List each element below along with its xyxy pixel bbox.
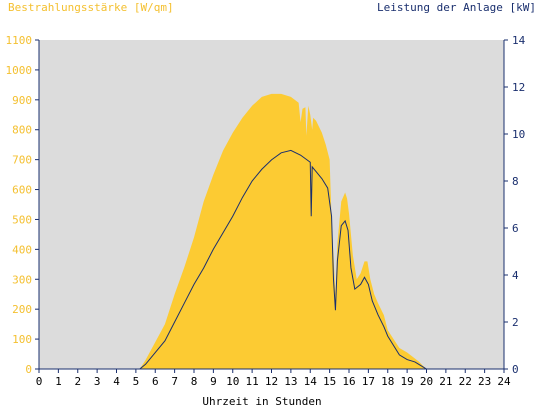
- x-tick-label: 16: [342, 375, 355, 388]
- x-tick-label: 2: [74, 375, 81, 388]
- y-left-tick-label: 300: [12, 273, 32, 286]
- y-left-tick-label: 800: [12, 124, 32, 137]
- x-tick-label: 4: [113, 375, 120, 388]
- y-right-tick-label: 4: [512, 269, 519, 282]
- y-left-tick-label: 900: [12, 94, 32, 107]
- x-tick-label: 7: [171, 375, 178, 388]
- y-left-tick-label: 700: [12, 154, 32, 167]
- x-tick-label: 12: [265, 375, 278, 388]
- x-tick-label: 0: [36, 375, 43, 388]
- x-tick-label: 6: [152, 375, 159, 388]
- x-tick-label: 13: [284, 375, 297, 388]
- x-tick-label: 21: [439, 375, 452, 388]
- y-right-tick-label: 0: [512, 363, 519, 376]
- series-layer: [39, 93, 504, 370]
- x-tick-label: 11: [246, 375, 259, 388]
- x-tick-label: 5: [133, 375, 140, 388]
- x-tick-label: 9: [210, 375, 217, 388]
- y-right-tick-label: 12: [512, 81, 525, 94]
- x-tick-label: 22: [459, 375, 472, 388]
- y-right-tick-label: 2: [512, 316, 519, 329]
- x-tick-label: 20: [420, 375, 433, 388]
- x-tick-label: 24: [497, 375, 511, 388]
- x-tick-label: 1: [55, 375, 62, 388]
- x-tick-label: 18: [381, 375, 394, 388]
- x-axis-title: Uhrzeit in Stunden: [202, 395, 321, 408]
- right-axis-title: Leistung der Anlage [kW]: [377, 1, 536, 14]
- y-left-tick-label: 1000: [6, 64, 33, 77]
- y-left-tick-label: 500: [12, 213, 32, 226]
- x-tick-label: 14: [304, 375, 318, 388]
- y-right-tick-label: 6: [512, 222, 519, 235]
- x-tick-label: 8: [191, 375, 198, 388]
- left-axis-title: Bestrahlungsstärke [W/qm]: [8, 1, 174, 14]
- x-tick-label: 17: [362, 375, 375, 388]
- axes-layer: 0 1 2 3 4 5 6 7 8 9 10 11 12 13 14 15 16 17 18 19 20 21 22 23 24…: [6, 34, 526, 388]
- y-right-tick-label: 14: [512, 34, 526, 47]
- y-left-tick-label: 200: [12, 303, 32, 316]
- y-right-tick-label: 8: [512, 175, 519, 188]
- x-tick-label: 3: [94, 375, 101, 388]
- x-tick-label: 19: [401, 375, 414, 388]
- x-tick-label: 15: [323, 375, 336, 388]
- y-right-tick-label: 10: [512, 128, 525, 141]
- series-power-line: [39, 149, 504, 370]
- x-tick-label: 10: [226, 375, 239, 388]
- y-left-tick-label: 100: [12, 333, 32, 346]
- series-irradiance-area: [39, 93, 504, 369]
- y-left-tick-label: 1100: [6, 34, 33, 47]
- y-left-tick-label: 400: [12, 243, 32, 256]
- y-left-tick-label: 0: [25, 363, 32, 376]
- x-tick-label: 23: [478, 375, 491, 388]
- y-left-tick-label: 600: [12, 184, 32, 197]
